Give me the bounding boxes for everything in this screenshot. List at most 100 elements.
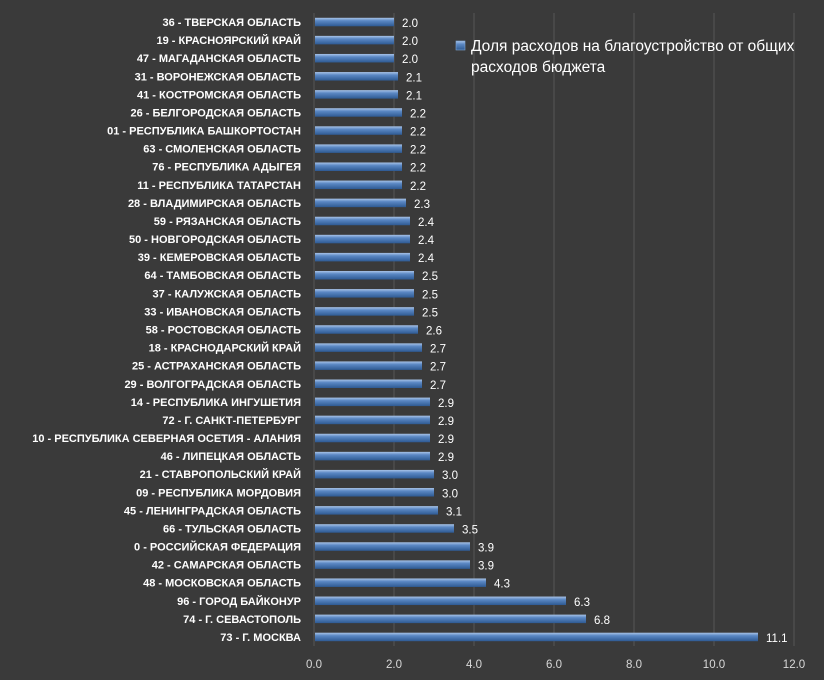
category-label: 63 - СМОЛЕНСКАЯ ОБЛАСТЬ [143,144,301,156]
data-label: 2.2 [410,145,426,157]
data-label: 6.3 [574,597,590,609]
bar [315,632,758,642]
bar [315,614,586,624]
data-label: 2.2 [410,108,426,120]
category-label: 73 - Г. МОСКВА [220,632,301,644]
data-label: 2.0 [402,54,418,66]
data-label: 2.9 [438,452,454,464]
data-label: 2.4 [418,235,435,247]
bar [315,542,470,551]
category-label: 72 - Г. САНКТ-ПЕТЕРБУРГ [162,415,301,427]
category-label: 33 - ИВАНОВСКАЯ ОБЛАСТЬ [144,306,301,318]
data-label: 11.1 [766,633,788,645]
category-label: 21 - СТАВРОПОЛЬСКИЙ КРАЙ [140,468,301,481]
bar [315,72,398,81]
bar [315,578,486,587]
category-label: 10 - РЕСПУБЛИКА СЕВЕРНАЯ ОСЕТИЯ - АЛАНИЯ [32,433,301,445]
category-label: 41 - КОСТРОМСКАЯ ОБЛАСТЬ [137,89,301,101]
category-label: 25 - АСТРАХАНСКАЯ ОБЛАСТЬ [132,361,301,373]
bar [315,216,410,226]
x-tick-label: 2.0 [386,659,402,671]
x-axis-tick-labels: 0.0 2.0 4.0 6.0 8.0 10.0 12.0 [306,659,805,671]
bar [315,108,402,117]
x-tick-label: 8.0 [626,659,642,671]
category-labels: 36 - ТВЕРСКАЯ ОБЛАСТЬ 19 - КРАСНОЯРСКИЙ К… [32,17,302,644]
category-label: 74 - Г. СЕВАСТОПОЛЬ [183,614,301,626]
data-label: 2.9 [438,398,454,410]
bar [315,415,430,425]
x-tick-label: 10.0 [703,659,725,671]
x-tick-label: 6.0 [546,659,562,671]
value-labels: 2.0 2.0 2.0 2.1 2.1 2.2 2.2 2.2 2.2 2.2 2.3 2.4 2.4 2… [402,18,788,645]
data-label: 3.9 [478,543,494,555]
category-label: 36 - ТВЕРСКАЯ ОБЛАСТЬ [162,17,301,29]
category-label: 11 - РЕСПУБЛИКА ТАТАРСТАН [137,180,301,192]
category-label: 18 - КРАСНОДАРСКИЙ КРАЙ [149,342,301,355]
bar [315,17,394,27]
data-label: 2.5 [422,307,438,319]
data-label: 2.2 [410,181,426,193]
x-tick-label: 4.0 [466,659,482,671]
data-label: 6.8 [594,615,610,627]
bar [315,180,402,190]
category-label: 39 - КЕМЕРОВСКАЯ ОБЛАСТЬ [138,252,301,264]
legend-label-line-1: Доля расходов на благоустройство от общи… [471,38,795,55]
data-label: 2.0 [402,18,418,30]
data-label: 2.0 [402,36,418,48]
data-label: 2.1 [406,72,422,84]
category-label: 09 - РЕСПУБЛИКА МОРДОВИЯ [136,487,301,499]
bar [315,270,414,280]
bar [315,325,418,334]
category-label: 59 - РЯЗАНСКАЯ ОБЛАСТЬ [154,216,301,228]
bar [315,379,422,389]
bar [315,488,434,497]
category-label: 29 - ВОЛГОГРАДСКАЯ ОБЛАСТЬ [124,379,301,391]
category-label: 46 - ЛИПЕЦКАЯ ОБЛАСТЬ [161,451,301,463]
data-label: 2.7 [430,344,446,356]
data-label: 3.0 [442,488,458,500]
legend: Доля расходов на благоустройство от общи… [455,38,795,76]
category-label: 50 - НОВГОРОДСКАЯ ОБЛАСТЬ [129,234,301,246]
data-label: 4.3 [494,579,510,591]
x-tick-label: 0.0 [306,659,322,671]
bar [315,198,406,208]
category-label: 76 - РЕСПУБЛИКА АДЫГЕЯ [152,162,301,174]
bar [315,361,422,370]
data-label: 2.5 [422,271,438,283]
category-label: 37 - КАЛУЖСКАЯ ОБЛАСТЬ [153,288,302,300]
data-label: 2.7 [430,362,446,374]
data-label: 2.2 [410,127,426,139]
bar [315,469,434,479]
category-label: 47 - МАГАДАНСКАЯ ОБЛАСТЬ [137,53,301,65]
bar [315,162,402,171]
gridlines [313,13,795,646]
data-label: 2.9 [438,434,454,446]
bar [315,307,414,316]
data-label: 3.5 [462,524,478,536]
bar [315,596,566,606]
x-tick-label: 12.0 [783,659,805,671]
bar [315,397,430,407]
category-label: 58 - РОСТОВСКАЯ ОБЛАСТЬ [146,325,301,337]
data-label: 2.4 [418,253,435,265]
bar [315,234,410,244]
data-label: 3.9 [478,561,494,573]
data-label: 2.9 [438,416,454,428]
data-label: 3.0 [442,470,458,482]
bar [315,524,454,533]
bar [315,126,402,135]
data-label: 2.6 [426,326,442,338]
category-label: 31 - ВОРОНЕЖСКАЯ ОБЛАСТЬ [135,71,301,83]
bar [315,560,470,569]
category-label: 45 - ЛЕНИНГРАДСКАЯ ОБЛАСТЬ [124,505,301,517]
legend-label-line-2: расходов бюджета [471,59,606,76]
bar [315,289,414,298]
bar [315,35,394,45]
category-label: 64 - ТАМБОВСКАЯ ОБЛАСТЬ [144,270,301,282]
legend-swatch [455,40,466,51]
category-label: 42 - САМАРСКАЯ ОБЛАСТЬ [152,560,301,572]
category-label: 66 - ТУЛЬСКАЯ ОБЛАСТЬ [163,523,301,535]
data-label: 3.1 [446,506,462,518]
bar [315,451,430,461]
bar [315,343,422,352]
